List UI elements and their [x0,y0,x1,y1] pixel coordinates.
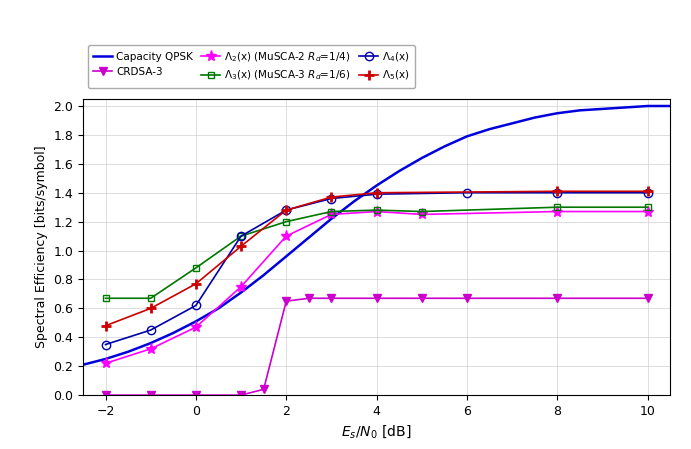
Legend: Capacity QPSK, CRDSA-3, $\Lambda_2$(x) (MuSCA-2 $R_d$=1/4), $\Lambda_3$(x) (MuSC: Capacity QPSK, CRDSA-3, $\Lambda_2$(x) (… [88,45,415,88]
X-axis label: $E_s/N_0$ [dB]: $E_s/N_0$ [dB] [341,423,412,440]
Y-axis label: Spectral Efficiency [bits/symbol]: Spectral Efficiency [bits/symbol] [35,145,48,348]
